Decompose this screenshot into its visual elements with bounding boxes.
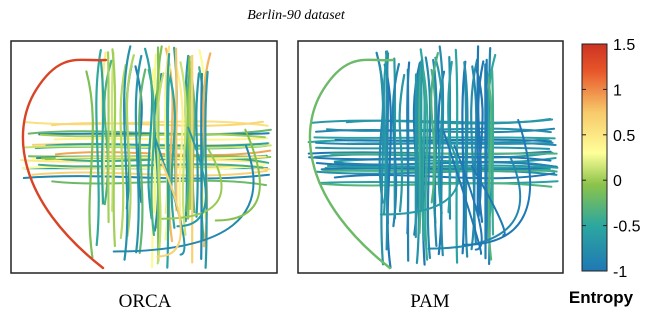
trajectory-vertical — [99, 60, 105, 205]
trajectory-vertical — [166, 53, 171, 269]
panel-pam — [297, 40, 564, 274]
trajectory-arc — [308, 58, 395, 270]
trajectory-vertical — [487, 53, 497, 224]
trajectory-vertical — [434, 56, 444, 215]
trajectory-horizontal — [315, 146, 551, 150]
trajectory-horizontal — [37, 163, 264, 169]
trajectory-vertical — [123, 45, 132, 261]
colorbar-title: Entropy — [569, 288, 634, 307]
trajectory-vertical — [119, 63, 127, 239]
colorbar-tick-label: 1.5 — [613, 37, 635, 54]
panel-frame-orca — [10, 40, 278, 274]
trajectory-vertical — [391, 62, 400, 228]
trajectory-curve — [379, 138, 460, 216]
trajectory-vertical — [438, 45, 445, 257]
trajectory-vertical — [179, 61, 187, 236]
trajectory-horizontal — [54, 149, 272, 157]
chart-title: Berlin-90 dataset — [247, 8, 346, 23]
trajectory-vertical — [147, 68, 156, 236]
trajectory-vertical — [393, 57, 397, 220]
trajectory-vertical — [111, 48, 117, 248]
colorbar-tick-label: 1 — [613, 82, 622, 99]
trajectory-curve — [463, 119, 532, 246]
trajectory-vertical — [195, 72, 200, 218]
trajectory-horizontal — [21, 164, 266, 170]
trajectory-vertical — [424, 56, 432, 259]
trajectory-vertical — [125, 54, 135, 238]
trajectory-vertical — [398, 73, 406, 213]
colorbar-tick-label: -0.5 — [613, 219, 641, 236]
trajectory-vertical — [204, 70, 209, 269]
trajectory-arc — [21, 58, 108, 270]
trajectory-vertical — [156, 72, 165, 265]
trajectory-vertical — [378, 63, 385, 266]
panel-label-orca: ORCA — [119, 291, 172, 312]
trajectory-vertical — [382, 50, 389, 215]
colorbar-tick-label: 0 — [613, 173, 622, 190]
trajectory-vertical — [491, 69, 495, 236]
colorbar: 1.5 1 0.5 0 -0.5 -1 — [581, 37, 641, 281]
trajectory-horizontal — [31, 169, 268, 177]
trajectory-vertical — [383, 63, 392, 269]
panel-label-pam: PAM — [410, 291, 450, 312]
trajectory-curve — [453, 144, 483, 251]
trajectory-vertical — [85, 70, 94, 259]
trajectory-curve — [176, 126, 207, 228]
trajectory-vertical — [110, 51, 115, 212]
trajectory-curve — [427, 156, 522, 250]
colorbar-tick-label: 0.5 — [613, 128, 635, 145]
trajectory-vertical — [447, 60, 453, 214]
trajectory-vertical — [432, 58, 438, 247]
trajectory-horizontal — [24, 144, 272, 149]
trajectory-vertical — [385, 52, 390, 251]
trajectory-horizontal — [333, 172, 556, 180]
trajectory-curve — [112, 144, 255, 253]
trajectory-vertical — [134, 54, 143, 254]
trajectory-horizontal — [53, 137, 268, 141]
trajectory-vertical — [422, 70, 429, 261]
trajectory-horizontal — [316, 170, 558, 176]
trajectory-horizontal — [22, 173, 270, 180]
trajectory-vertical — [107, 51, 110, 224]
colorbar-gradient — [581, 43, 608, 272]
trajectory-vertical — [103, 59, 113, 206]
trajectory-vertical — [430, 52, 439, 204]
trajectory-vertical — [175, 67, 184, 235]
trajectory-curve — [214, 128, 261, 222]
trajectory-vertical — [420, 58, 424, 211]
trajectory-vertical — [477, 60, 485, 218]
trajectory-vertical — [463, 61, 469, 258]
trajectory-vertical — [476, 45, 480, 216]
colorbar-tick-label: -1 — [613, 264, 627, 281]
trajectory-vertical — [461, 60, 467, 255]
trajectory-vertical — [415, 61, 422, 264]
trajectory-vertical — [484, 66, 493, 261]
trajectory-curve — [470, 165, 506, 237]
panel-orca — [10, 40, 278, 274]
trajectory-group-orca — [20, 45, 272, 270]
trajectory-vertical — [95, 49, 102, 247]
trajectory-horizontal — [22, 120, 269, 127]
trajectory-group-pam — [307, 45, 559, 270]
trajectory-curve — [156, 161, 182, 258]
trajectory-curve — [442, 130, 483, 255]
trajectory-vertical — [167, 68, 176, 229]
trajectory-vertical — [138, 68, 147, 254]
panel-frame-pam — [297, 40, 564, 274]
trajectory-vertical — [184, 67, 193, 212]
trajectory-horizontal — [334, 160, 553, 168]
